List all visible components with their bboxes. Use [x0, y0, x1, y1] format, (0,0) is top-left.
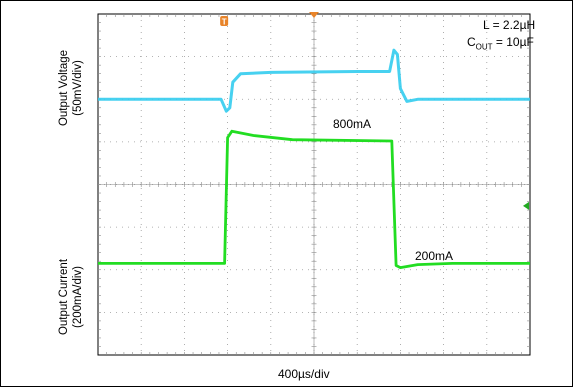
capacitor-annotation: COUT = 10µF [467, 35, 534, 52]
x-axis-label: 400µs/div [278, 367, 330, 381]
y-label-voltage: Output Voltage (50mV/div) [58, 49, 85, 127]
trace-voltage [98, 48, 530, 113]
high-current-label: 800mA [333, 117, 372, 131]
horizontal-position-marker-icon [309, 12, 319, 18]
channel-level-marker-icon [523, 201, 529, 210]
low-current-label: 200mA [415, 249, 454, 263]
trigger-marker-icon [220, 16, 229, 26]
trace-current [98, 129, 530, 269]
trigger-marker-label: T [222, 18, 227, 27]
inductor-annotation: L = 2.2µH [483, 18, 536, 32]
y-label-current: Output Current (200mA/div) [58, 258, 85, 336]
